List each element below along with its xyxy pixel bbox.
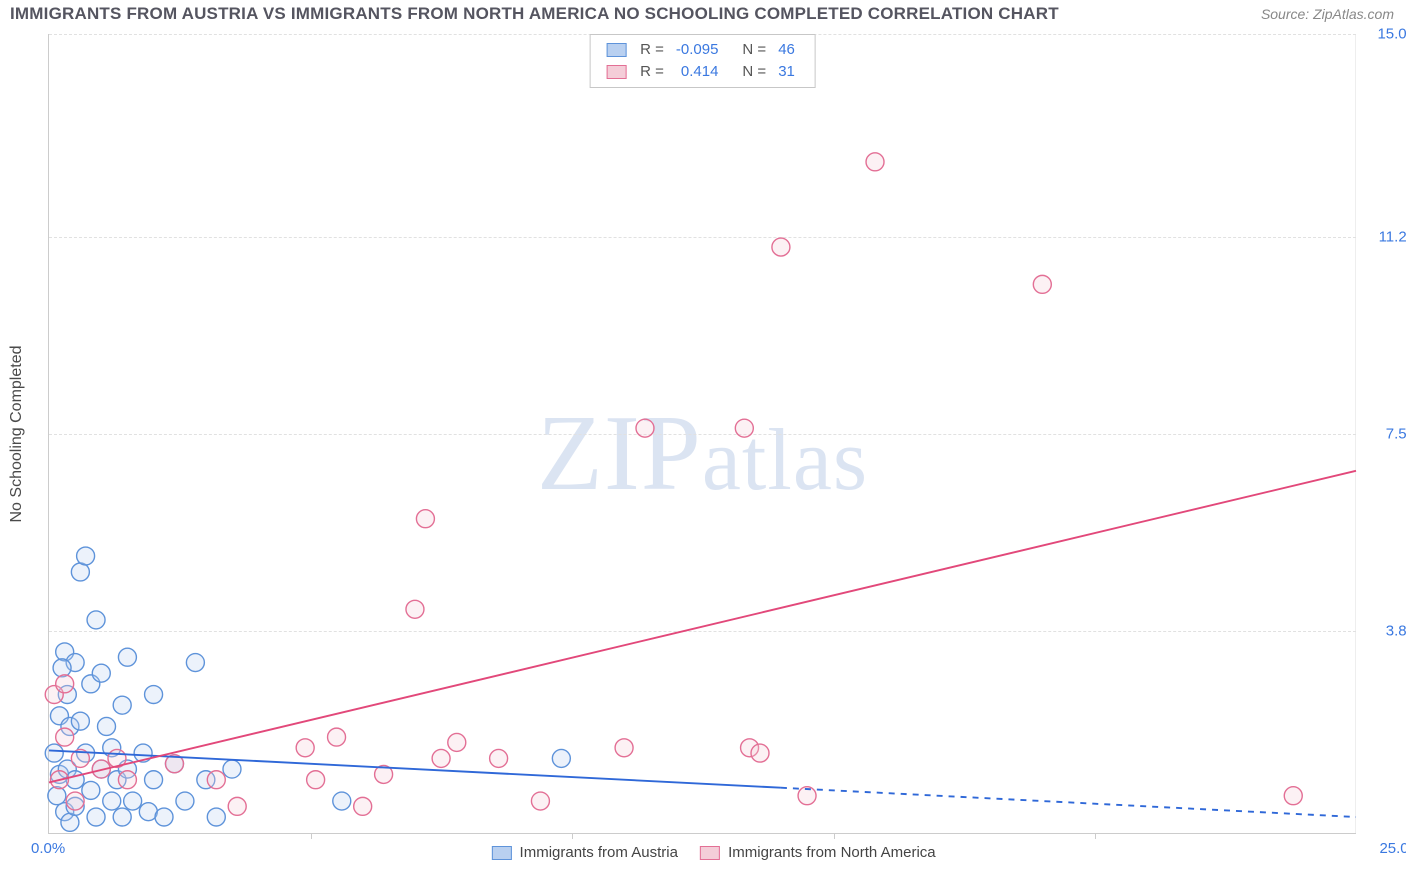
y-tick-label: 11.2% [1364,228,1406,245]
scatter-point-austria [145,771,163,789]
trend-line-north_america [49,471,1356,783]
scatter-point-north_america [751,744,769,762]
scatter-point-north_america [56,728,74,746]
stats-N-label: N = [736,61,772,83]
scatter-point-north_america [432,749,450,767]
scatter-point-north_america [416,510,434,528]
scatter-point-austria [87,808,105,826]
x-tick-mark [1095,833,1096,839]
legend-label-austria: Immigrants from Austria [515,844,678,861]
scatter-point-north_america [531,792,549,810]
scatter-point-north_america [66,792,84,810]
scatter-point-austria [207,808,225,826]
scatter-point-north_america [328,728,346,746]
stats-R-value: -0.095 [670,39,725,61]
scatter-point-north_america [615,739,633,757]
x-tick-mark [311,833,312,839]
scatter-point-north_america [118,771,136,789]
scatter-point-austria [82,781,100,799]
legend-bottom: Immigrants from Austria Immigrants from … [469,844,935,861]
scatter-point-north_america [228,797,246,815]
scatter-point-north_america [406,600,424,618]
scatter-point-austria [124,792,142,810]
plot-area: No Schooling Completed ZIPatlas 3.8%7.5%… [48,34,1356,834]
scatter-point-north_america [354,797,372,815]
scatter-point-austria [186,654,204,672]
stats-legend-box: R =-0.095 N =46 R =0.414 N =31 [589,34,816,88]
scatter-point-austria [53,659,71,677]
scatter-point-north_america [636,419,654,437]
x-axis-max-label: 25.0% [1379,840,1406,857]
scatter-point-north_america [207,771,225,789]
scatter-point-austria [113,808,131,826]
scatter-point-austria [118,648,136,666]
source-attribution: Source: ZipAtlas.com [1261,6,1394,22]
scatter-point-austria [48,787,66,805]
stats-row-austria: R =-0.095 N =46 [600,39,801,61]
scatter-point-austria [333,792,351,810]
scatter-point-north_america [56,675,74,693]
chart-title: IMMIGRANTS FROM AUSTRIA VS IMMIGRANTS FR… [10,4,1059,24]
x-tick-mark [572,833,573,839]
scatter-point-austria [98,717,116,735]
scatter-point-austria [61,813,79,831]
legend-swatch-north_america [700,846,720,860]
scatter-point-north_america [448,733,466,751]
stats-R-label: R = [634,39,670,61]
stats-R-label: R = [634,61,670,83]
x-axis-origin-label: 0.0% [31,840,65,857]
swatch-austria [606,43,626,57]
scatter-point-north_america [1284,787,1302,805]
swatch-north_america [606,65,626,79]
stats-N-label: N = [736,39,772,61]
scatter-point-north_america [772,238,790,256]
x-tick-mark [834,833,835,839]
y-tick-label: 15.0% [1364,26,1406,43]
scatter-point-austria [77,547,95,565]
scatter-point-austria [223,760,241,778]
y-axis-label: No Schooling Completed [8,345,26,522]
scatter-point-austria [113,696,131,714]
scatter-point-austria [176,792,194,810]
stats-N-value: 46 [772,39,801,61]
y-tick-label: 3.8% [1364,623,1406,640]
y-tick-label: 7.5% [1364,426,1406,443]
scatter-point-austria [155,808,173,826]
stats-N-value: 31 [772,61,801,83]
scatter-point-austria [87,611,105,629]
scatter-point-north_america [296,739,314,757]
stats-row-north_america: R =0.414 N =31 [600,61,801,83]
scatter-point-north_america [307,771,325,789]
scatter-point-austria [145,686,163,704]
stats-R-value: 0.414 [670,61,725,83]
legend-swatch-austria [491,846,511,860]
trend-line-dashed-austria [781,788,1356,817]
scatter-point-austria [552,749,570,767]
scatter-point-austria [45,744,63,762]
scatter-point-austria [71,563,89,581]
scatter-point-north_america [735,419,753,437]
scatter-point-north_america [490,749,508,767]
scatter-point-north_america [1033,275,1051,293]
chart-svg [49,34,1356,833]
legend-label-north_america: Immigrants from North America [724,844,936,861]
scatter-point-austria [71,712,89,730]
scatter-point-north_america [866,153,884,171]
scatter-point-austria [92,664,110,682]
scatter-point-austria [103,792,121,810]
